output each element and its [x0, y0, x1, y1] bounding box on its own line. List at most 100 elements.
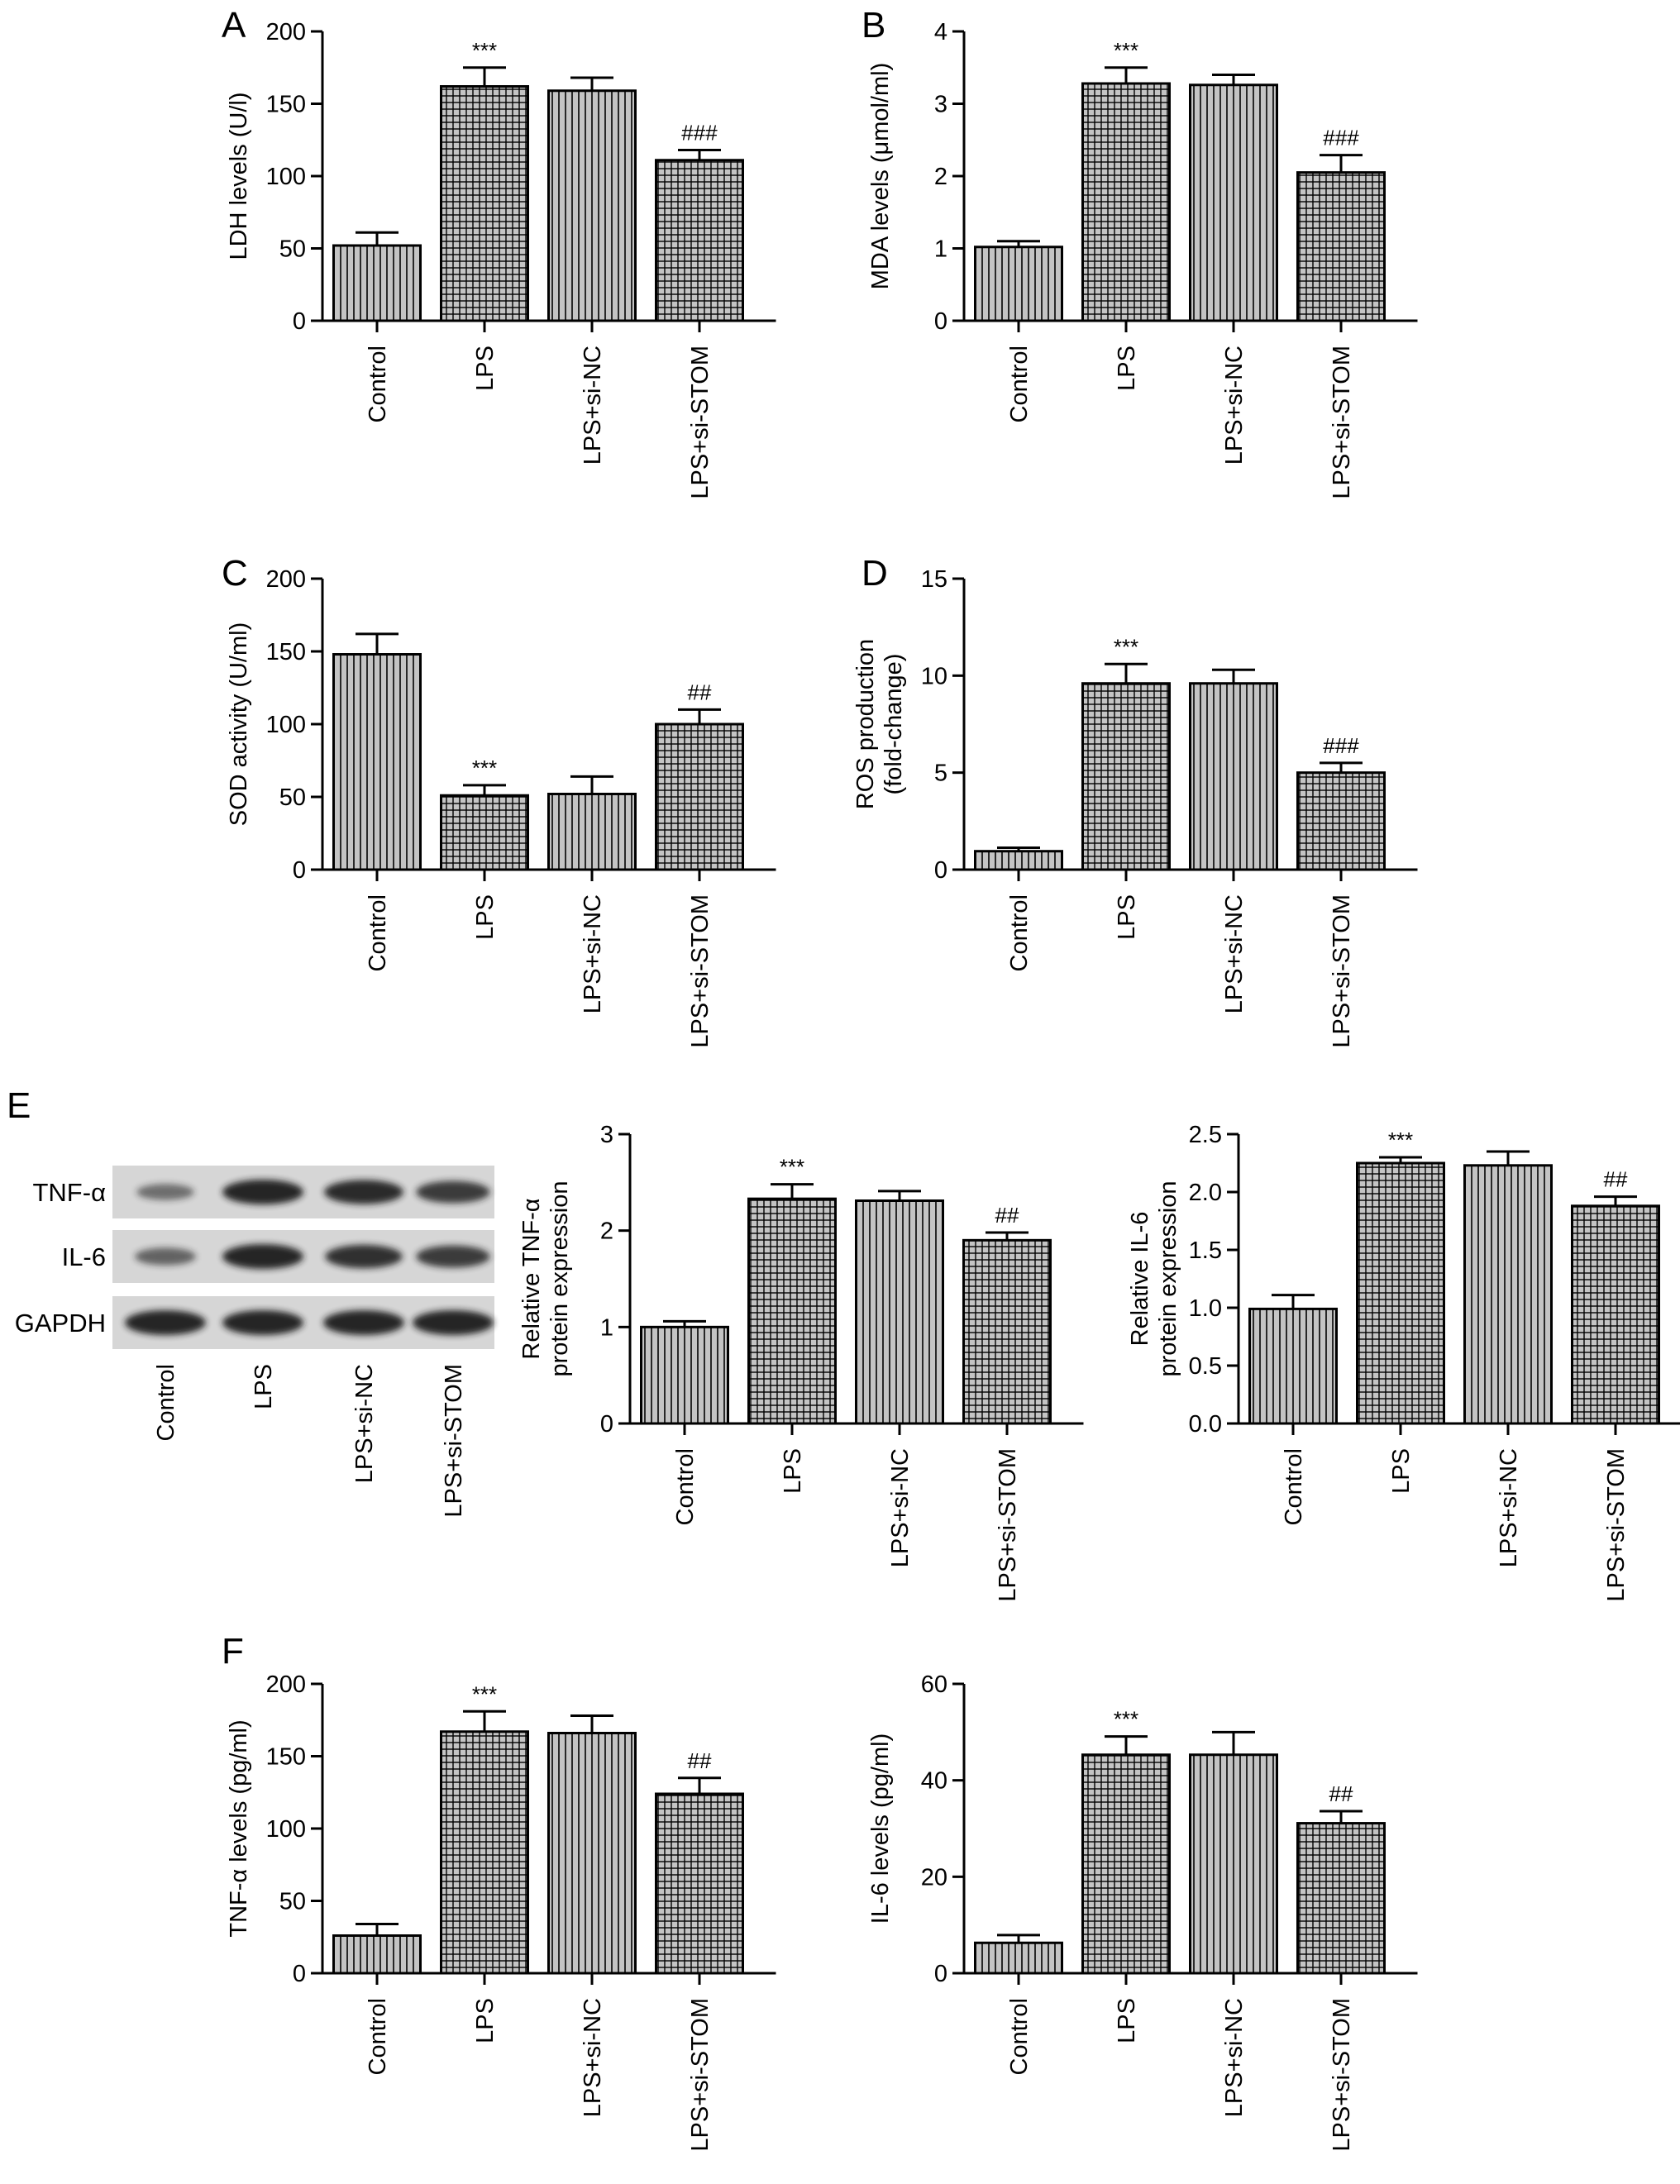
significance-label: ##	[995, 1203, 1019, 1228]
y-tick-label: 50	[279, 784, 306, 811]
bar-lps-si-nc	[547, 89, 637, 322]
chart-tnf-alpha-levels: 0 50 100 150 200 TNF-α levels (pg/ml) Control *…	[226, 1671, 776, 2152]
x-category-label: LPS+si-NC	[887, 1448, 914, 1567]
x-category-label: LPS+si-NC	[1221, 894, 1248, 1013]
y-tick-label: 0	[934, 1961, 947, 1987]
x-category-label: LPS+si-STOM	[995, 1448, 1021, 1602]
significance-label: ###	[681, 121, 718, 145]
chart-relative-il-6: 0.0 0.5 1.0 1.5 2.0 2.5 Relative IL-6 protein e…	[1127, 1122, 1680, 1602]
y-axis-title: MDA levels (μmol/ml)	[867, 63, 894, 290]
bar-control	[332, 1934, 422, 1975]
y-tick-label: 0	[934, 857, 947, 884]
bar-control	[640, 1325, 729, 1425]
chart-il-6-levels: 0 20 40 60 IL-6 levels (pg/ml) Control *** LPS L…	[867, 1671, 1418, 2152]
blot-row-label: IL-6	[62, 1242, 106, 1271]
y-tick-label: 0	[293, 1961, 306, 1987]
bar-lps-si-stom	[655, 722, 744, 871]
blot-band	[222, 1310, 303, 1335]
x-category-label: LPS+si-NC	[1221, 1998, 1248, 2117]
blot-row-label: GAPDH	[15, 1309, 106, 1338]
bar-lps-si-nc	[1189, 83, 1278, 322]
bar-lps	[440, 1730, 529, 1975]
x-category-label: LPS+si-STOM	[687, 894, 714, 1048]
significance-label: ***	[1388, 1128, 1413, 1152]
x-category-label: LPS	[780, 1448, 806, 1494]
significance-label: ***	[1114, 1707, 1138, 1732]
x-category-label: LPS	[472, 894, 499, 940]
x-category-label: LPS+si-NC	[1496, 1448, 1522, 1567]
y-tick-label: 100	[266, 1816, 306, 1843]
significance-label: ***	[1114, 38, 1138, 63]
y-tick-label: 5	[934, 761, 947, 787]
significance-label: ###	[1323, 733, 1359, 758]
x-category-label: LPS+si-NC	[580, 346, 606, 465]
x-category-label: Control	[365, 1998, 391, 2076]
x-category-label: LPS	[1114, 894, 1140, 940]
chart-relative-tnf-alpha: 0 1 2 3 Relative TNF-α protein expression Cont…	[518, 1122, 1084, 1602]
blot-band	[136, 1184, 194, 1200]
y-tick-label: 200	[266, 566, 306, 593]
panel-letter-a: A	[222, 5, 246, 45]
y-axis-title: (fold-change)	[881, 654, 907, 795]
bar-control	[974, 1941, 1063, 1975]
y-axis-title: protein expression	[546, 1181, 573, 1377]
x-category-label: LPS	[472, 1998, 499, 2043]
blot-band	[125, 1310, 206, 1335]
significance-label: ***	[472, 1681, 497, 1706]
y-tick-label: 2.5	[1189, 1122, 1222, 1148]
x-category-label: LPS+si-STOM	[687, 1998, 714, 2152]
y-tick-label: 0.5	[1189, 1353, 1222, 1380]
x-category-label: LPS+si-NC	[580, 894, 606, 1013]
y-tick-label: 15	[921, 566, 947, 593]
chart-mda-levels: 0 1 2 3 4 MDA levels (μmol/ml) Control *** LPS LP…	[867, 19, 1418, 499]
y-tick-label: 3	[600, 1122, 613, 1148]
blot-band	[416, 1245, 490, 1268]
significance-label: ***	[472, 756, 497, 780]
bar-lps	[440, 794, 529, 871]
x-category-label: Control	[672, 1448, 699, 1526]
x-category-label: LPS+si-NC	[580, 1998, 606, 2117]
y-axis-title: SOD activity (U/ml)	[226, 622, 252, 827]
blot-band	[413, 1310, 494, 1335]
bar-lps	[1081, 82, 1171, 322]
y-tick-label: 0	[293, 857, 306, 884]
significance-label: ***	[472, 38, 497, 63]
panel-letter-d: D	[861, 553, 888, 594]
blot-row-label: TNF-α	[32, 1178, 106, 1207]
significance-label: ##	[688, 680, 712, 704]
y-tick-label: 0	[293, 308, 306, 335]
panel-letter-e: E	[7, 1085, 31, 1126]
significance-label: ***	[780, 1155, 804, 1180]
blot-band	[222, 1180, 303, 1204]
y-axis-title: ROS production	[852, 639, 879, 809]
y-tick-label: 150	[266, 639, 306, 665]
y-tick-label: 50	[279, 1889, 306, 1915]
bar-lps-si-nc	[1189, 1753, 1278, 1975]
panel-letter-b: B	[861, 5, 885, 45]
panel-letter-f: F	[222, 1631, 244, 1671]
x-category-label: Control	[365, 346, 391, 423]
blot-band	[222, 1244, 303, 1269]
y-axis-title: Relative TNF-α	[518, 1198, 545, 1359]
bar-lps	[440, 85, 529, 322]
bar-lps-si-stom	[655, 1792, 744, 1975]
bar-lps-si-stom	[1571, 1204, 1660, 1425]
blot-lane-label: Control	[153, 1364, 179, 1442]
y-axis-title: TNF-α levels (pg/ml)	[226, 1719, 252, 1937]
bar-lps-si-nc	[547, 1732, 637, 1975]
bar-lps-si-stom	[655, 159, 744, 322]
y-tick-label: 150	[266, 92, 306, 118]
x-category-label: LPS+si-STOM	[1329, 894, 1355, 1048]
y-axis-title: protein expression	[1155, 1181, 1181, 1377]
blot-band	[325, 1244, 403, 1269]
y-tick-label: 2	[600, 1218, 613, 1245]
x-category-label: Control	[1006, 894, 1033, 972]
significance-label: ##	[1329, 1781, 1353, 1806]
bar-control	[974, 246, 1063, 322]
blot-band	[135, 1247, 196, 1266]
y-tick-label: 2	[934, 164, 947, 190]
bar-lps-si-nc	[547, 792, 637, 871]
bar-lps-si-stom	[1296, 1822, 1386, 1975]
bar-lps	[747, 1197, 837, 1425]
